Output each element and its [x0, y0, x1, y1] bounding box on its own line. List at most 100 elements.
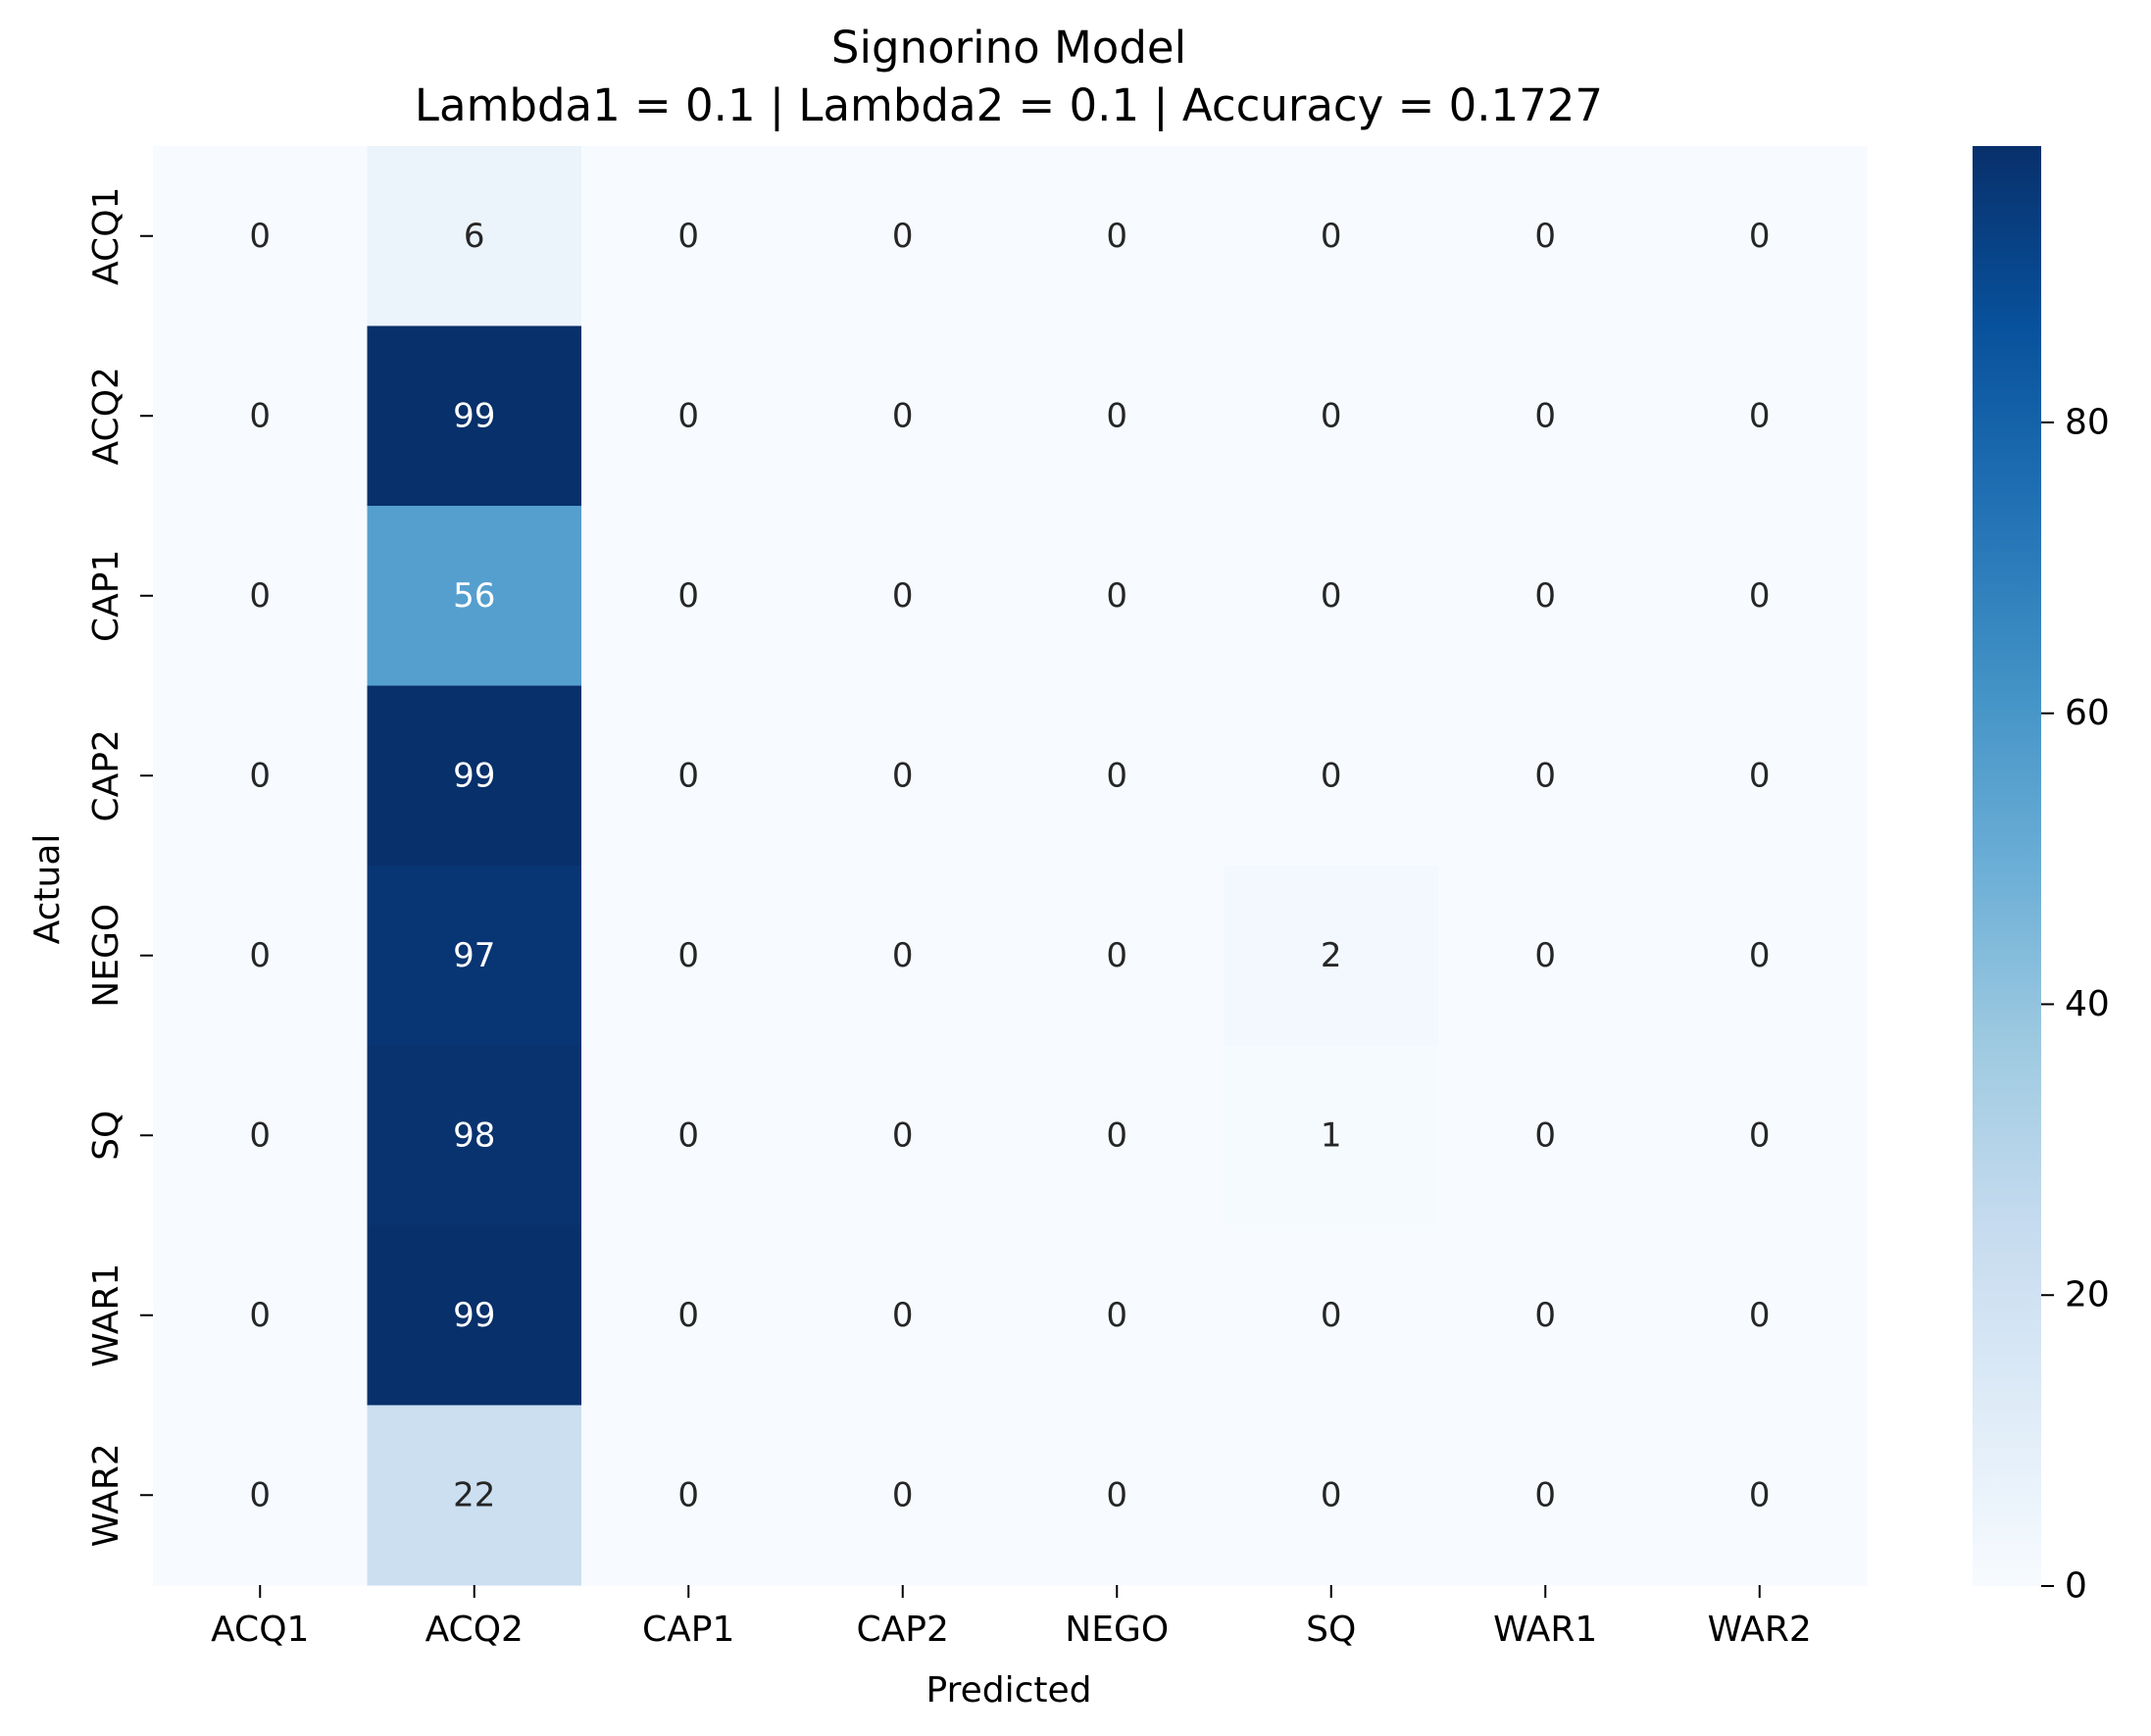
- cell-value-label: 0: [1321, 576, 1342, 616]
- heatmap-cell: [1438, 146, 1654, 327]
- heatmap-cell: [367, 685, 582, 867]
- heatmap-cell: [153, 866, 369, 1047]
- heatmap-cell: [153, 1225, 369, 1407]
- cell-value-label: 0: [892, 1116, 914, 1155]
- heatmap-cell: [581, 325, 797, 507]
- cell-value-label: 0: [1321, 396, 1342, 435]
- chart-title: Signorino Model: [831, 22, 1186, 74]
- heatmap-cell: [153, 146, 369, 327]
- cell-value-label: 0: [1534, 756, 1556, 795]
- x-axis: ACQ1 ACQ2 CAP1 CAP2 NEGO SQ WAR1 WAR2: [211, 1585, 1812, 1650]
- cell-value-label: 0: [1749, 1116, 1771, 1155]
- heatmap-cell: [367, 1045, 582, 1226]
- heatmap-cell: [581, 1405, 797, 1586]
- cell-value-label: 0: [1534, 576, 1556, 616]
- cell-value-label: 0: [1534, 1116, 1556, 1155]
- y-axis-label: Actual: [27, 834, 68, 945]
- heatmap-cell: [1438, 1045, 1654, 1226]
- colorbar-tick-label: 20: [2065, 1275, 2110, 1315]
- heatmap-cell: [1010, 506, 1226, 687]
- heatmap-cell: [1652, 1045, 1868, 1226]
- heatmap-cell: [367, 325, 582, 507]
- heatmap-cell: [1438, 1225, 1654, 1407]
- cell-value-label: 0: [892, 1296, 914, 1335]
- cell-value-label: 99: [453, 396, 495, 435]
- cell-value-label: 0: [677, 396, 699, 435]
- cell-value-label: 0: [249, 756, 271, 795]
- heatmap-cell: [795, 506, 1011, 687]
- cell-value-label: 0: [892, 396, 914, 435]
- heatmap-cell: [1010, 1225, 1226, 1407]
- heatmap-cell: [367, 146, 582, 327]
- cell-value-label: 22: [453, 1475, 495, 1514]
- cell-value-label: 0: [1749, 1475, 1771, 1514]
- heatmap-cell: [581, 1045, 797, 1226]
- cell-value-label: 0: [1749, 1296, 1771, 1335]
- cell-value-label: 0: [677, 1296, 699, 1335]
- cell-value-label: 0: [1106, 217, 1127, 256]
- cell-value-label: 0: [677, 576, 699, 616]
- cell-value-label: 0: [249, 576, 271, 616]
- heatmap-cell: [1010, 1045, 1226, 1226]
- x-tick-label: ACQ1: [211, 1610, 309, 1650]
- cell-value-label: 0: [1534, 217, 1556, 256]
- heatmap-cell: [1010, 866, 1226, 1047]
- cell-value-label: 0: [892, 756, 914, 795]
- heatmap-cell: [1652, 506, 1868, 687]
- heatmap-cell: [153, 685, 369, 867]
- heatmap-cell: [1010, 146, 1226, 327]
- heatmap-cell: [1224, 866, 1439, 1047]
- heatmap-cell: [1224, 1225, 1439, 1407]
- y-tick-label: NEGO: [86, 904, 126, 1008]
- colorbar-tick-label: 40: [2065, 984, 2110, 1024]
- heatmap-cell-labels: 0 6 0 0 0 0 0 0 0 99 0 0 0 0 0 0 0 56 0 0 0 0 0 0 0 99 0 0 0 0 0 0 0 97 0 0…: [249, 217, 1770, 1515]
- cell-value-label: 0: [249, 1116, 271, 1155]
- heatmap-cell: [795, 685, 1011, 867]
- cell-value-label: 0: [1106, 756, 1127, 795]
- cell-value-label: 97: [453, 936, 495, 975]
- y-tick-label: ACQ1: [86, 187, 126, 285]
- heatmap-cell: [581, 506, 797, 687]
- heatmap-cell: [153, 1045, 369, 1226]
- heatmap-cell: [1224, 506, 1439, 687]
- cell-value-label: 2: [1321, 936, 1342, 975]
- heatmap-cell: [367, 866, 582, 1047]
- cell-value-label: 0: [677, 936, 699, 975]
- heatmap-cell: [1224, 146, 1439, 327]
- heatmap-cell: [1438, 506, 1654, 687]
- heatmap-cell: [1438, 866, 1654, 1047]
- heatmap-cell: [795, 1405, 1011, 1586]
- heatmap-cell: [795, 1225, 1011, 1407]
- y-tick-label: WAR1: [86, 1264, 126, 1367]
- heatmap-cell: [1438, 325, 1654, 507]
- heatmap-cell: [795, 1045, 1011, 1226]
- heatmap-cell: [1652, 146, 1868, 327]
- cell-value-label: 0: [1321, 217, 1342, 256]
- heatmap-cell: [795, 146, 1011, 327]
- colorbar-tick-label: 80: [2065, 402, 2110, 442]
- cell-value-label: 0: [1106, 576, 1127, 616]
- cell-value-label: 0: [1106, 1116, 1127, 1155]
- cell-value-label: 0: [677, 1116, 699, 1155]
- heatmap-cell: [1438, 685, 1654, 867]
- cell-value-label: 0: [892, 576, 914, 616]
- cell-value-label: 0: [249, 217, 271, 256]
- cell-value-label: 99: [453, 756, 495, 795]
- cell-value-label: 0: [249, 1475, 271, 1514]
- y-tick-label: CAP1: [86, 550, 126, 642]
- cell-value-label: 0: [1749, 576, 1771, 616]
- cell-value-label: 0: [892, 1475, 914, 1514]
- heatmap-cell: [1224, 1405, 1439, 1586]
- heatmap-cell: [795, 866, 1011, 1047]
- heatmap-cell: [1652, 866, 1868, 1047]
- x-tick-label: WAR1: [1493, 1610, 1597, 1650]
- heatmap-cell: [1652, 1225, 1868, 1407]
- cell-value-label: 0: [1749, 756, 1771, 795]
- heatmap-cell: [581, 1225, 797, 1407]
- y-tick-label: ACQ2: [86, 367, 126, 465]
- cell-value-label: 0: [1106, 936, 1127, 975]
- cell-value-label: 6: [464, 217, 485, 256]
- cell-value-label: 56: [453, 576, 495, 616]
- cell-value-label: 1: [1321, 1116, 1342, 1155]
